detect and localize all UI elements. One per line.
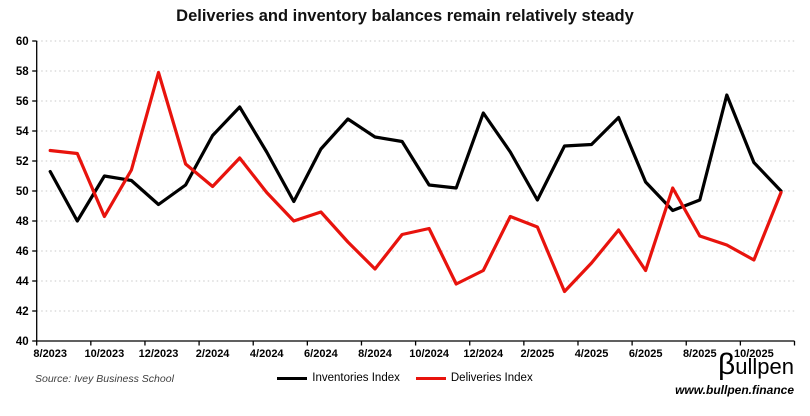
series-line-deliveries-index bbox=[48, 70, 783, 294]
source-note: Source: Ivey Business School bbox=[35, 373, 174, 385]
y-tick-label: 48 bbox=[16, 216, 29, 228]
inventories-line-swatch bbox=[277, 376, 308, 380]
deliveries-line-swatch bbox=[415, 376, 446, 380]
legend-item-inventories: Inventories Index bbox=[277, 372, 400, 384]
x-tick-label: 10/2023 bbox=[84, 348, 124, 360]
y-tick-label: 46 bbox=[16, 246, 29, 258]
x-tick-label: 12/2024 bbox=[463, 348, 504, 360]
x-tick-label: 8/2024 bbox=[358, 348, 393, 360]
website-link[interactable]: www.bullpen.finance bbox=[675, 383, 794, 397]
x-tick-label: 6/2025 bbox=[629, 348, 663, 360]
y-tick-label: 52 bbox=[16, 156, 29, 168]
x-tick-label: 8/2025 bbox=[683, 348, 717, 360]
y-tick-label: 42 bbox=[16, 306, 29, 318]
chart-title: Deliveries and inventory balances remain… bbox=[176, 7, 634, 25]
y-tick-label: 56 bbox=[16, 96, 29, 108]
y-tick-label: 54 bbox=[16, 126, 29, 138]
x-tick-label: 4/2025 bbox=[575, 348, 609, 360]
y-tick-label: 60 bbox=[16, 36, 29, 48]
y-tick-label: 58 bbox=[16, 66, 29, 78]
legend-item-deliveries: Deliveries Index bbox=[415, 372, 533, 384]
x-tick-label: 2/2024 bbox=[196, 348, 231, 360]
series-line-inventories-index bbox=[48, 93, 783, 223]
x-tick-label: 4/2024 bbox=[250, 348, 285, 360]
y-tick-label: 50 bbox=[16, 186, 29, 198]
line-chart: 40 42 44 46 48 50 52 54 56 58 60 8/2023 10/2023 12/20… bbox=[16, 36, 796, 360]
bullpen-logo: βullpen bbox=[718, 348, 794, 381]
legend-label-inventories: Inventories Index bbox=[312, 372, 400, 384]
x-tick-label: 10/2024 bbox=[409, 348, 450, 360]
x-tick-label: 6/2024 bbox=[304, 348, 339, 360]
x-tick-label: 8/2023 bbox=[33, 348, 67, 360]
x-tick-label: 2/2025 bbox=[521, 348, 555, 360]
branding-block: βullpen www.bullpen.finance bbox=[675, 348, 794, 398]
y-tick-label: 44 bbox=[16, 276, 29, 288]
y-tick-label: 40 bbox=[16, 336, 29, 348]
x-tick-label: 12/2023 bbox=[139, 348, 179, 360]
x-tick-label: 10/2025 bbox=[734, 348, 774, 360]
legend-label-deliveries: Deliveries Index bbox=[450, 372, 533, 384]
